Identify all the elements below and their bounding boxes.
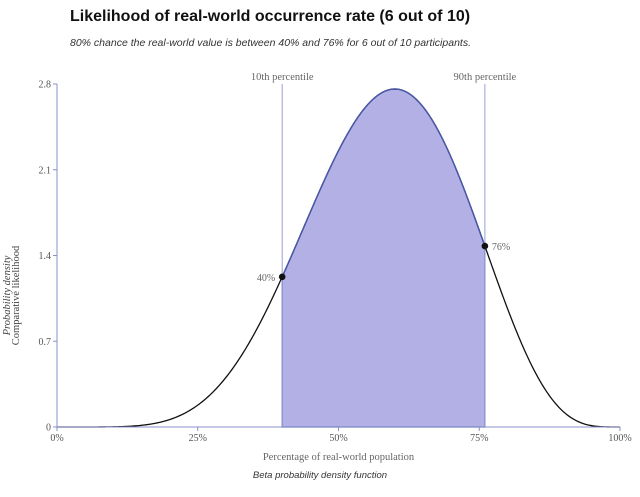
percentile-group: 10th percentile 40% 90th percentile 76% [251, 72, 517, 427]
y-tick-label: 2.1 [39, 165, 52, 176]
percentile-title: 90th percentile [454, 72, 517, 83]
chart-subtitle: 80% chance the real-world value is betwe… [70, 37, 471, 49]
x-tick-label: 100% [608, 433, 631, 444]
y-axis-label-secondary: Comparative likelihood [11, 245, 22, 345]
x-tick-label: 75% [470, 433, 488, 444]
y-tick-label: 1.4 [39, 251, 52, 262]
x-axis-label: Percentage of real-world population [263, 452, 415, 463]
density-curve-group [57, 88, 620, 428]
x-tick-label: 25% [189, 433, 207, 444]
y-tick-label: 0 [46, 423, 51, 434]
y-tick-label: 0.7 [39, 337, 52, 348]
percentile-title: 10th percentile [251, 72, 314, 83]
x-tick-label: 0% [50, 433, 63, 444]
chart-caption: Beta probability density function [252, 470, 388, 481]
y-tick-label: 2.8 [39, 80, 52, 91]
percentile-point [481, 242, 489, 250]
percentile-point [278, 273, 286, 281]
shaded-curve-top [281, 88, 486, 278]
x-tick-label: 50% [329, 433, 347, 444]
shaded-area [281, 88, 486, 428]
chart-title: Likelihood of real-world occurrence rate… [70, 8, 471, 25]
shaded-area-group [281, 88, 486, 428]
axes-group: 0 0.7 1.4 2.1 2.8 0% 25% 50% 75% 100% [39, 80, 632, 445]
y-axis-label-primary: Probability density [2, 255, 13, 336]
percentile-value-label: 76% [492, 242, 510, 253]
percentile-value-label: 40% [257, 273, 275, 284]
